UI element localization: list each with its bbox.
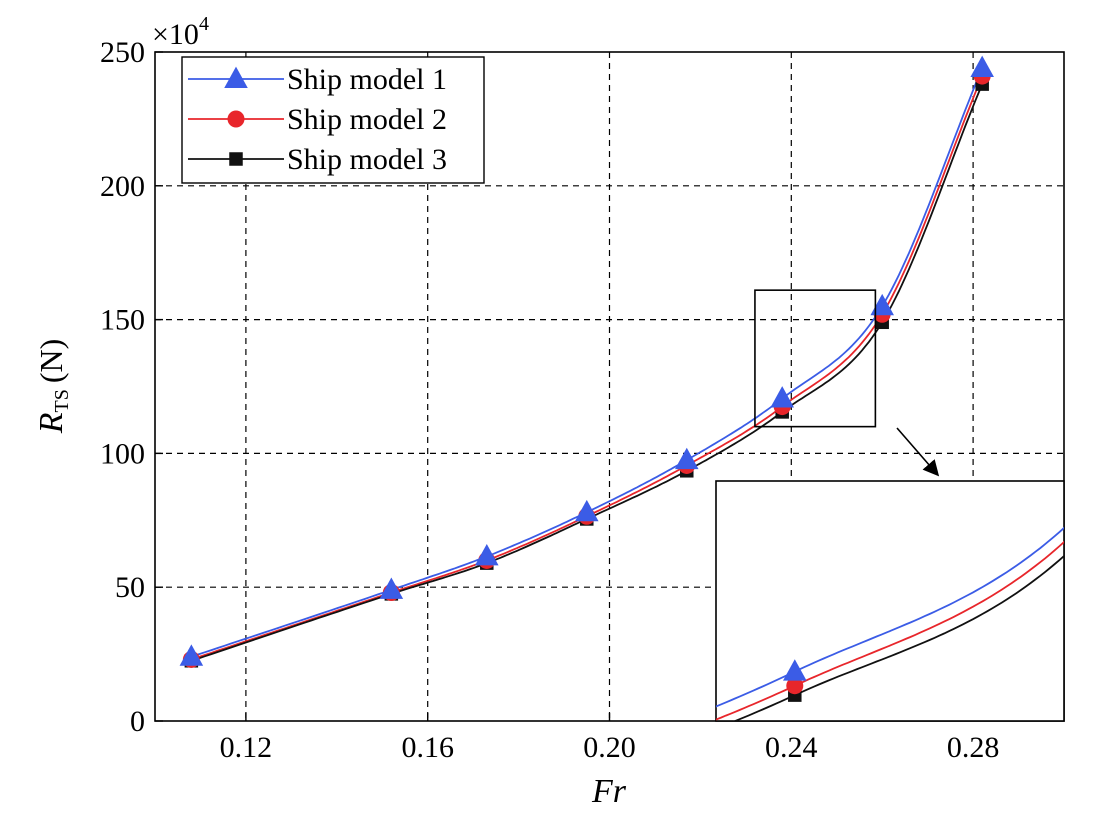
data-point-series-1 <box>379 577 404 599</box>
inset-data-point-series-1 <box>783 659 807 681</box>
inset-series-line-1 <box>716 526 1064 708</box>
y-axis-title: RTS (N) <box>33 339 73 435</box>
data-point-series-1 <box>574 499 599 522</box>
x-tick-label: 0.20 <box>583 731 636 764</box>
y-axis-title-main: R <box>33 412 70 434</box>
inset-series-line-3 <box>732 554 1064 721</box>
legend-item-2: Ship model 2 <box>188 103 447 136</box>
main-plot-markers <box>179 55 994 668</box>
series-line-1 <box>191 67 984 658</box>
data-point-series-1 <box>770 386 794 408</box>
legend-item-1: Ship model 1 <box>188 63 447 96</box>
legend-marker-circle <box>227 110 245 128</box>
inset-data-point-series-2 <box>786 677 804 695</box>
y-tick-label: 250 <box>100 36 145 69</box>
inset-markers <box>783 659 807 702</box>
x-axis-ticks: 0.12 0.16 0.20 0.24 0.28 <box>220 713 1000 764</box>
y-axis-title-unit: (N) <box>33 339 69 383</box>
series-line-2 <box>191 75 984 661</box>
inset-series-line-2 <box>716 540 1064 721</box>
main-plot-curves <box>191 67 984 662</box>
legend-label: Ship model 2 <box>287 103 447 136</box>
x-axis-title: Fr <box>591 773 627 810</box>
y-multiplier-base: ×10 <box>152 18 199 51</box>
legend-marker-triangle <box>224 66 248 88</box>
data-point-series-1 <box>179 644 204 666</box>
y-tick-label: 50 <box>115 571 145 604</box>
data-point-series-1 <box>970 55 994 78</box>
y-tick-label: 150 <box>100 304 145 337</box>
legend-label: Ship model 3 <box>287 143 447 176</box>
x-tick-label: 0.24 <box>765 731 818 764</box>
zoom-arrow <box>896 427 940 477</box>
legend-marker-square <box>229 152 243 166</box>
inset-curves <box>716 526 1064 721</box>
x-tick-label: 0.12 <box>220 731 273 764</box>
y-tick-label: 0 <box>130 705 145 738</box>
y-multiplier-exponent: 4 <box>199 13 209 35</box>
y-axis-ticks: 0 50 100 150 200 250 <box>100 36 163 738</box>
legend-label: Ship model 1 <box>287 63 447 96</box>
x-tick-label: 0.28 <box>947 731 1000 764</box>
inset-background <box>715 480 1065 722</box>
legend-item-3: Ship model 3 <box>188 143 447 176</box>
svg-text:RTS(N): RTS (N) <box>33 339 73 435</box>
y-tick-label: 200 <box>100 170 145 203</box>
x-tick-label: 0.16 <box>401 731 454 764</box>
data-point-series-1 <box>674 447 699 470</box>
zoom-region-box <box>754 289 877 428</box>
data-point-series-1 <box>475 544 499 566</box>
series-line-3 <box>191 83 984 662</box>
legend: Ship model 1 Ship model 2 Ship model 3 <box>181 56 485 184</box>
y-axis-title-subscript: TS <box>51 389 73 412</box>
data-point-series-1 <box>870 293 894 316</box>
y-tick-label: 100 <box>100 437 145 470</box>
